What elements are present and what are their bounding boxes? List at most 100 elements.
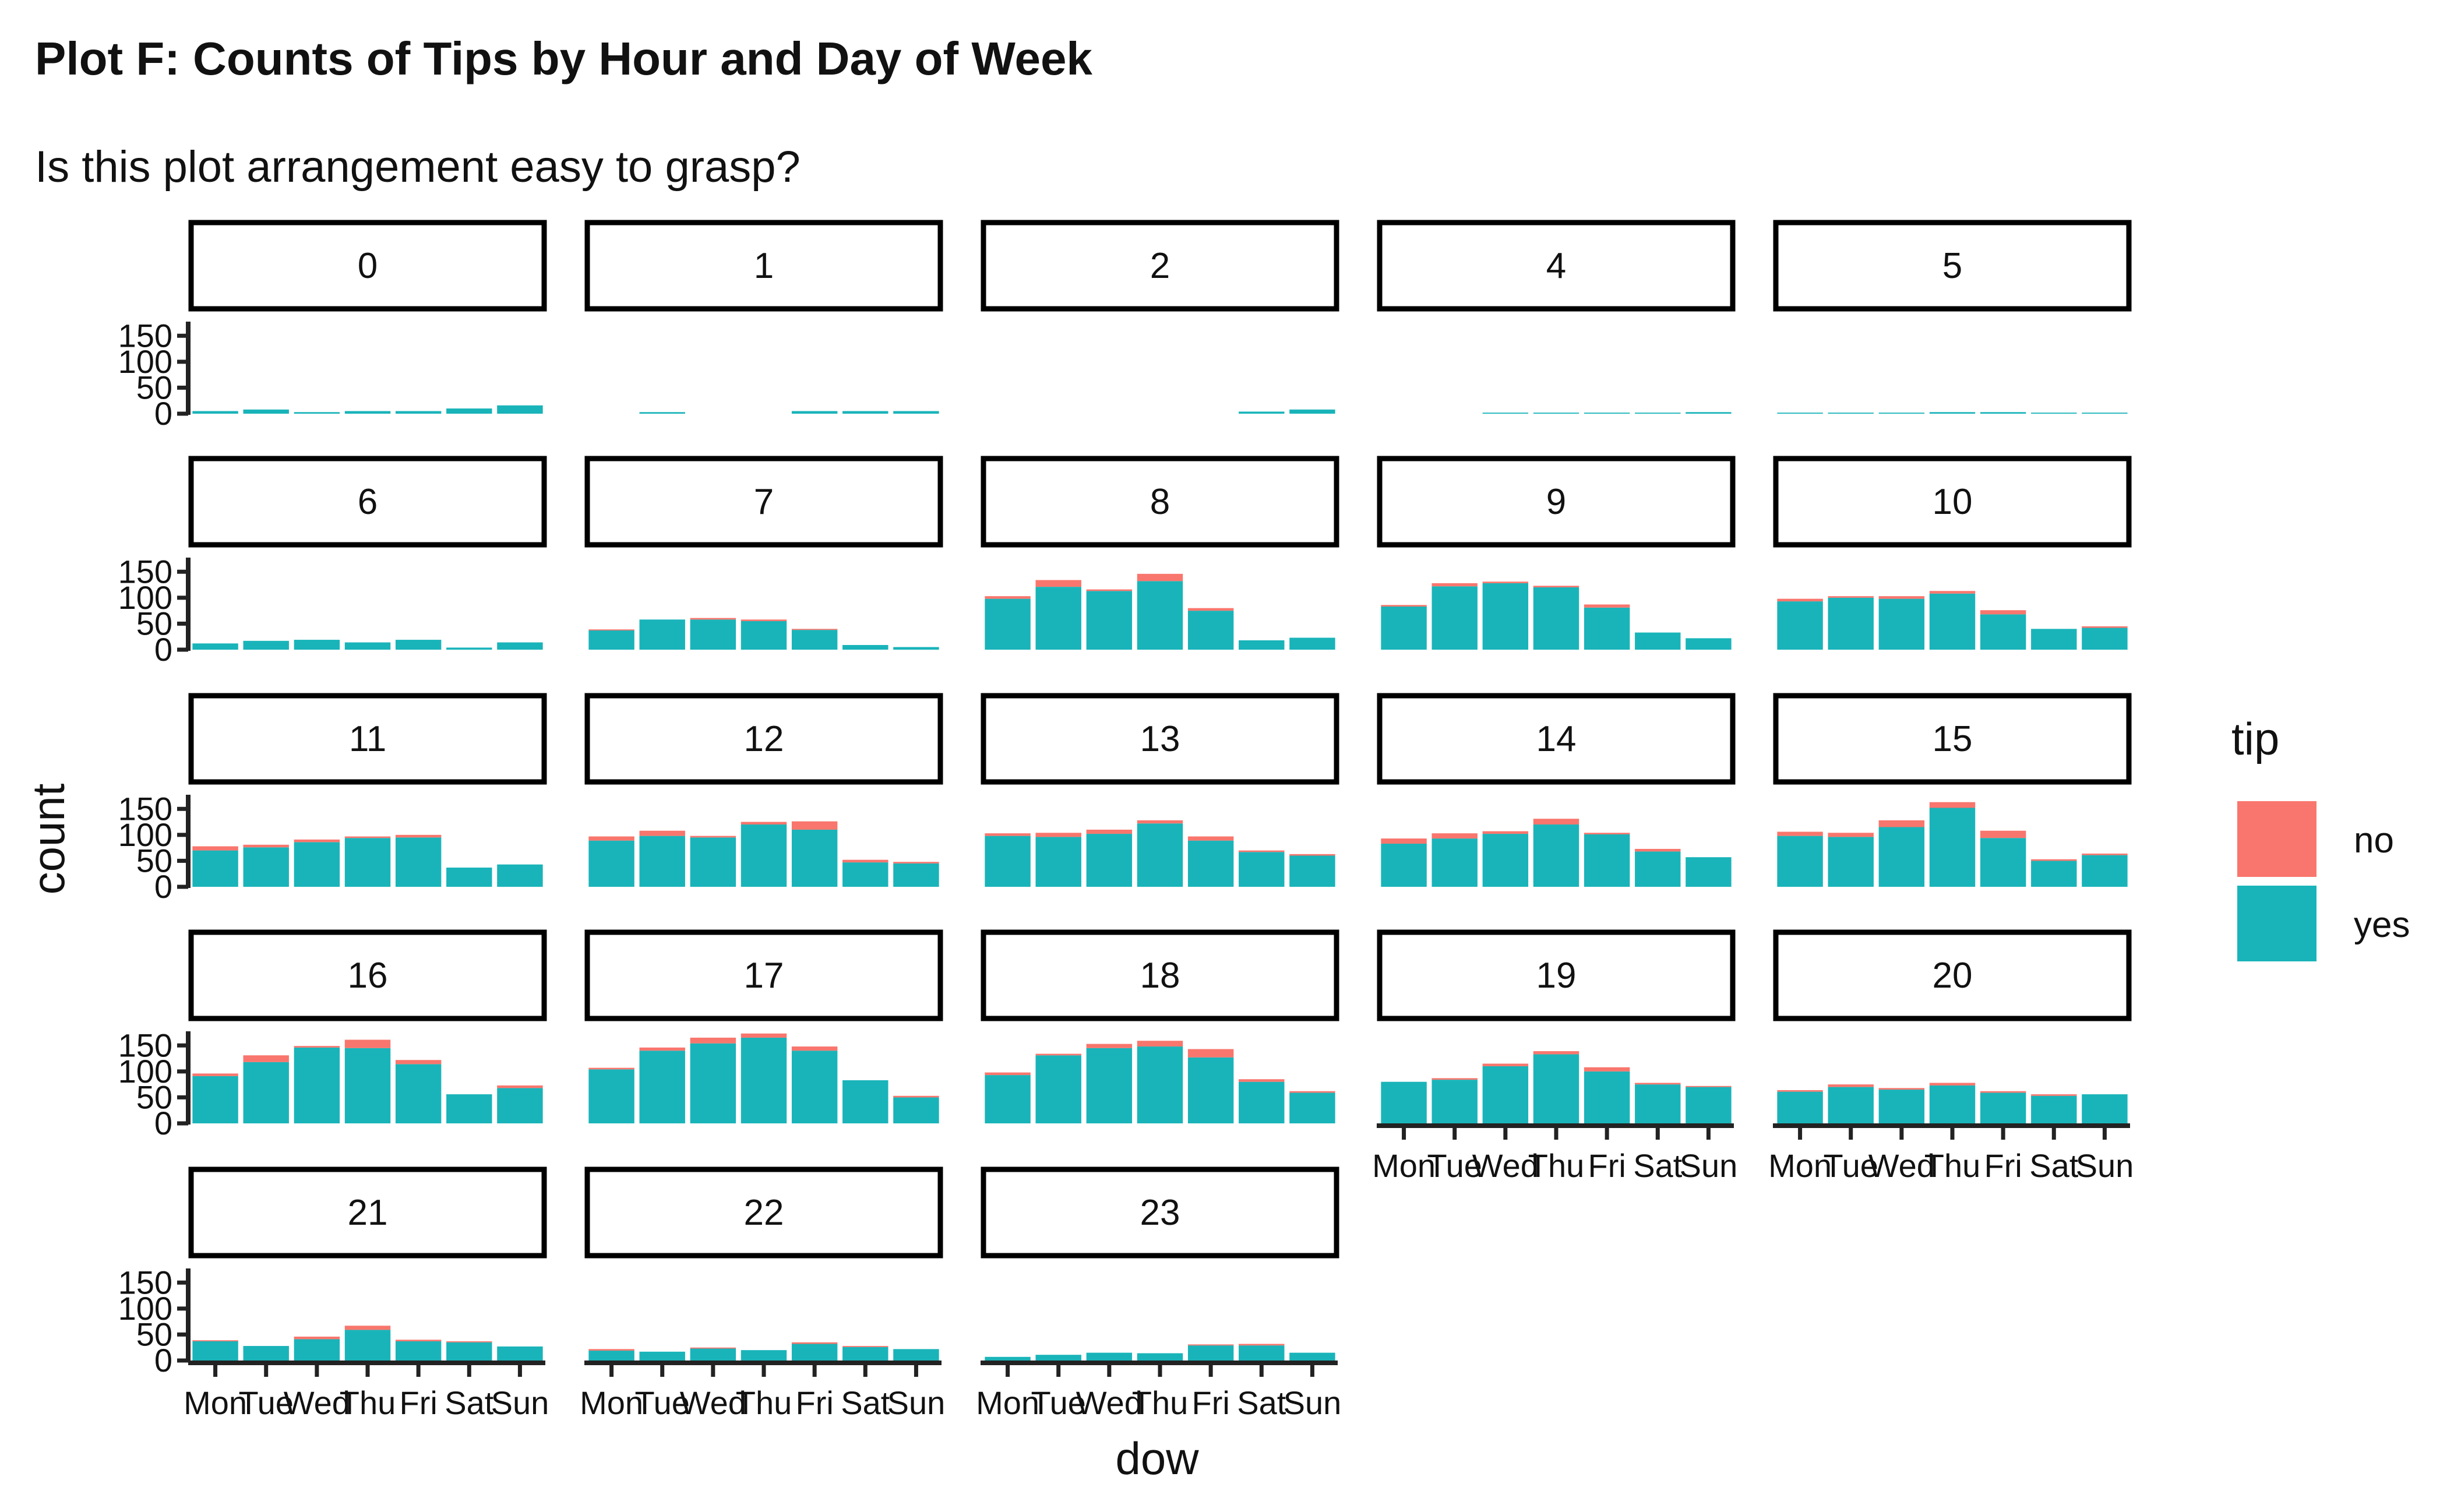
bar-yes-Sun <box>2082 628 2128 650</box>
bar-yes-Mon <box>1777 1091 1823 1123</box>
bar-no-Wed <box>690 1037 736 1044</box>
bar-yes-Tue <box>1828 597 1874 650</box>
bar-no-Thu <box>344 1326 391 1330</box>
y-tick-label: 50 <box>136 369 172 406</box>
bar-yes-Thu <box>1533 587 1579 650</box>
bar-yes-Tue <box>243 1062 289 1123</box>
bar-yes-Sun <box>1289 855 1335 887</box>
bar-yes-Wed <box>1878 1090 1925 1123</box>
bar-yes-Tue <box>1431 1080 1478 1123</box>
bar-yes-Mon <box>192 1076 238 1123</box>
bar-yes-Fri <box>1584 834 1630 887</box>
bar-no-Thu <box>344 836 391 838</box>
bar-no-Mon <box>1381 605 1427 607</box>
bar-yes-Thu <box>1533 824 1579 887</box>
bar-no-Sun <box>1289 854 1335 856</box>
y-tick-label: 100 <box>118 579 172 616</box>
bar-yes-Wed <box>690 1043 736 1123</box>
bar-yes-Mon <box>1777 413 1823 414</box>
y-tick-label: 0 <box>154 631 172 668</box>
facet-12: 12 <box>584 693 943 887</box>
bar-yes-Fri <box>395 1341 442 1361</box>
bar-no-Fri <box>395 1060 442 1065</box>
y-tick-label: 150 <box>118 1264 172 1300</box>
bar-yes-Sat <box>2031 861 2077 887</box>
bar-no-Wed <box>1086 1044 1133 1048</box>
bar-yes-Sun <box>1686 1087 1732 1123</box>
bar-no-Mon <box>588 836 634 841</box>
bar-yes-Wed <box>1086 1352 1133 1361</box>
bar-no-Tue <box>243 1055 289 1062</box>
bar-no-Tue <box>243 844 289 848</box>
x-tick-label: Mon <box>580 1384 643 1421</box>
bar-yes-Thu <box>1929 412 1976 414</box>
bar-yes-Sun <box>1686 638 1732 650</box>
bar-yes-Sun <box>497 1088 543 1123</box>
facet-strip-label: 6 <box>358 482 378 522</box>
facet-17: 17 <box>584 929 943 1123</box>
bar-no-Mon <box>588 1067 634 1070</box>
bar-yes-Wed <box>1482 413 1529 414</box>
bar-yes-Sat <box>842 1080 888 1123</box>
x-tick-label: Sat <box>445 1384 493 1421</box>
bar-no-Thu <box>344 1039 391 1048</box>
bar-yes-Sat <box>1239 640 1285 650</box>
facet-strip <box>1773 929 2132 1021</box>
bar-yes-Thu <box>344 642 391 650</box>
x-tick-label: Mon <box>1768 1147 1832 1184</box>
bar-yes-Wed <box>1086 834 1133 887</box>
bar-no-Mon <box>588 629 634 631</box>
bar-yes-Sun <box>893 411 939 414</box>
x-tick-label: Fri <box>1191 1384 1229 1421</box>
facet-strip-label: 17 <box>744 956 784 996</box>
bar-no-Mon <box>1777 598 1823 602</box>
bar-yes-Tue <box>1828 413 1874 414</box>
y-tick-label: 150 <box>118 553 172 590</box>
bar-yes-Sun <box>1686 412 1732 414</box>
bar-no-Tue <box>1431 833 1478 839</box>
bar-no-Thu <box>741 822 787 825</box>
bar-yes-Sat <box>446 647 492 650</box>
x-tick-label: Thu <box>1132 1384 1189 1421</box>
bar-no-Mon <box>985 596 1031 599</box>
facet-strip-label: 2 <box>1150 246 1170 286</box>
bar-yes-Sat <box>2031 1095 2077 1123</box>
bar-no-Wed <box>690 1347 736 1349</box>
facet-strip-label: 0 <box>358 246 378 286</box>
y-tick-label: 100 <box>118 816 172 853</box>
bar-no-Tue <box>639 830 685 836</box>
bar-no-Fri <box>1584 604 1630 608</box>
bar-yes-Wed <box>1086 1048 1133 1123</box>
x-tick-label: Wed <box>1472 1147 1539 1184</box>
bar-yes-Fri <box>1187 611 1234 650</box>
x-tick-label: Sat <box>2029 1147 2078 1184</box>
bar-no-Mon <box>588 1349 634 1351</box>
bar-yes-Fri <box>791 829 838 887</box>
bar-yes-Mon <box>588 840 634 887</box>
bar-yes-Thu <box>344 411 391 414</box>
bar-no-Thu <box>1137 820 1183 824</box>
bar-yes-Fri <box>1980 614 2026 650</box>
bar-no-Fri <box>1187 1049 1234 1058</box>
bar-no-Wed <box>294 1336 340 1340</box>
bar-yes-Fri <box>1584 413 1630 414</box>
x-tick-label: Wed <box>1868 1147 1935 1184</box>
bar-yes-Mon <box>985 598 1031 650</box>
x-axis-title: dow <box>1115 1433 1199 1484</box>
y-tick-label: 150 <box>118 1027 172 1063</box>
x-tick-label: Tue <box>1824 1147 1878 1184</box>
facet-10: 10 <box>1773 456 2132 650</box>
facet-strip <box>584 456 943 548</box>
bar-no-Tue <box>1828 833 1874 837</box>
facet-7: 7 <box>584 456 943 650</box>
bar-yes-Sat <box>1635 413 1681 414</box>
x-tick-label: Sat <box>1237 1384 1286 1421</box>
bar-yes-Sun <box>497 864 543 887</box>
bar-yes-Thu <box>1929 808 1976 887</box>
bar-no-Sat <box>2031 1094 2077 1096</box>
bar-yes-Tue <box>1431 586 1478 650</box>
legend-label-yes: yes <box>2354 905 2410 945</box>
facet-2: 2 <box>981 220 1339 414</box>
facet-strip <box>188 456 547 548</box>
